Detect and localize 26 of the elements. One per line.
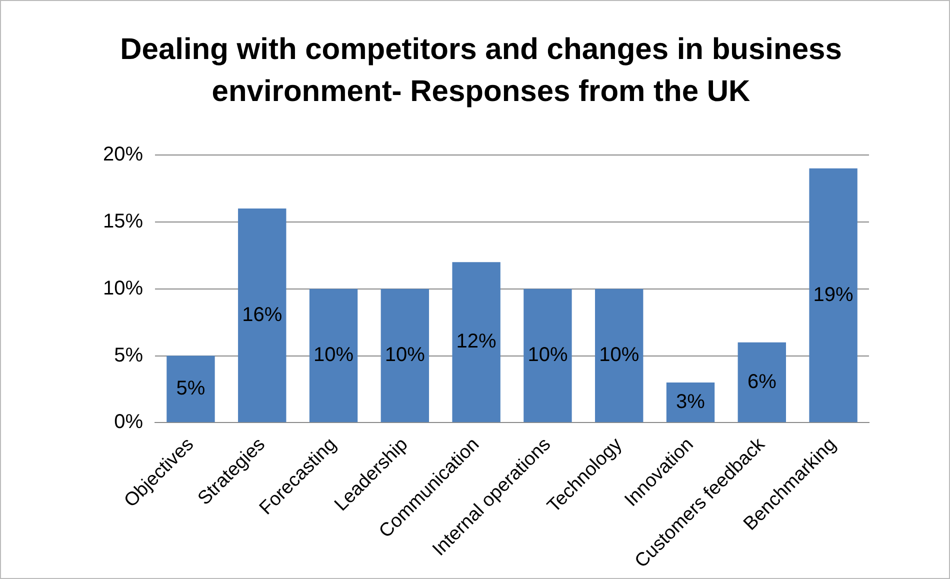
bar [809, 168, 858, 422]
data-label: 6% [747, 370, 777, 393]
data-label: 10% [528, 344, 568, 366]
bar [452, 262, 500, 422]
bar [666, 382, 715, 422]
bar [524, 288, 572, 422]
y-tick-label: 5% [114, 344, 144, 366]
bar [238, 208, 286, 422]
chart-title: Dealing with competitors and changes in business environment- Responses from the UK [119, 32, 843, 110]
data-label: 19% [813, 284, 854, 306]
data-label: 10% [384, 344, 426, 366]
y-tick-label: 20% [103, 144, 144, 166]
data-label: 5% [176, 377, 206, 400]
y-tick-label: 0% [114, 411, 144, 434]
data-label: 16% [242, 304, 282, 326]
data-label: 3% [676, 390, 706, 413]
y-tick-label: 10% [103, 277, 144, 300]
bar [380, 288, 430, 422]
bar [166, 356, 215, 422]
data-label: 10% [599, 344, 640, 366]
data-label: 10% [314, 344, 354, 366]
bar [738, 342, 786, 422]
bar [309, 288, 358, 422]
bar [595, 288, 644, 422]
y-tick-label: 15% [103, 210, 144, 232]
data-label: 12% [456, 330, 497, 353]
